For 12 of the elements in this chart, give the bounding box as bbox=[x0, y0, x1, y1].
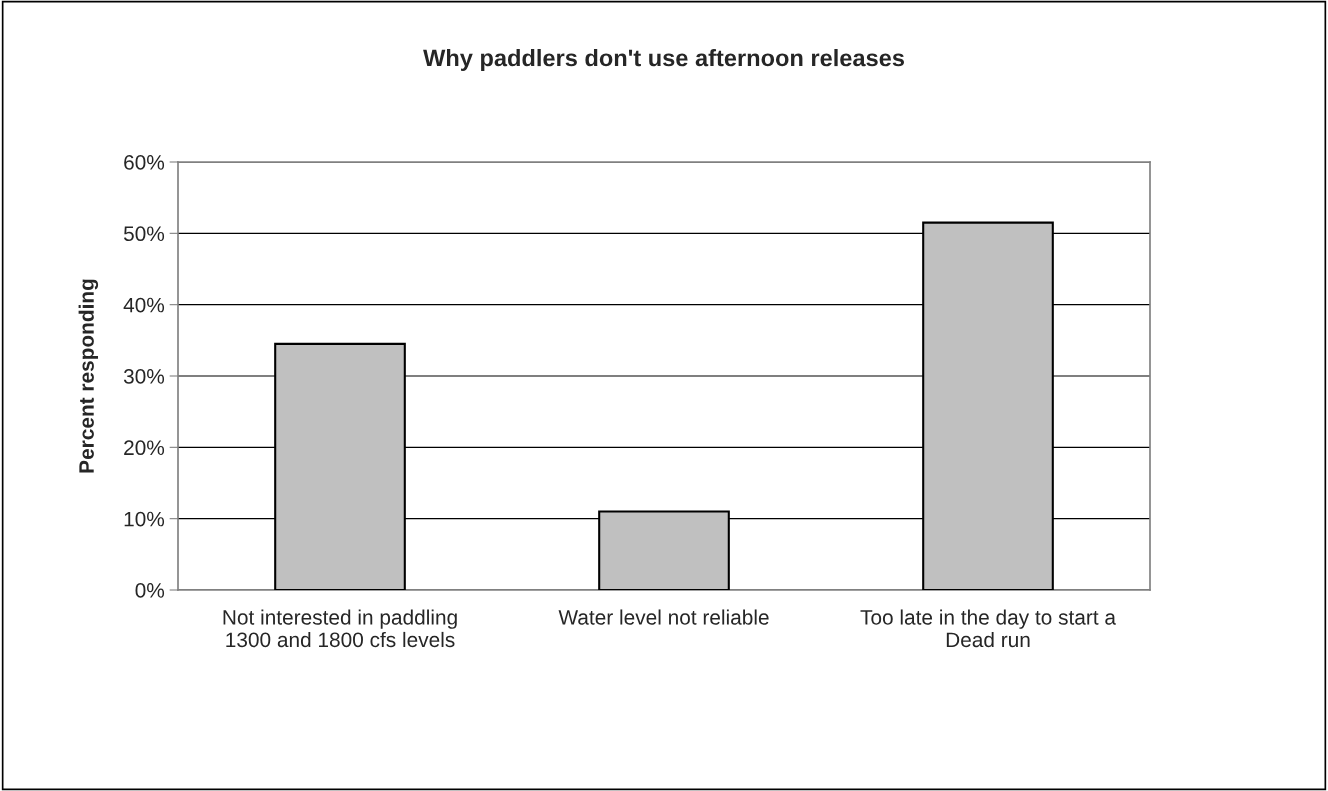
y-axis-title: Percent responding bbox=[78, 279, 99, 473]
y-tick-label: 30% bbox=[123, 369, 165, 384]
y-tick-label: 0% bbox=[135, 583, 165, 598]
x-tick-label: Not interested in paddling 1300 and 1800 cfs levels bbox=[223, 609, 457, 648]
x-tick-label: Too late in the day to start a Dead run bbox=[860, 609, 1116, 648]
x-tick-label: Water level not reliable bbox=[558, 609, 769, 625]
y-tick-label: 60% bbox=[124, 155, 165, 170]
chart-title: Why paddlers don't use afternoon releases bbox=[423, 49, 904, 71]
y-tick-label: 20% bbox=[124, 440, 165, 456]
y-tick-label: 50% bbox=[123, 226, 165, 242]
y-tick-label: 10% bbox=[124, 511, 165, 527]
y-tick-label: 40% bbox=[123, 297, 165, 313]
